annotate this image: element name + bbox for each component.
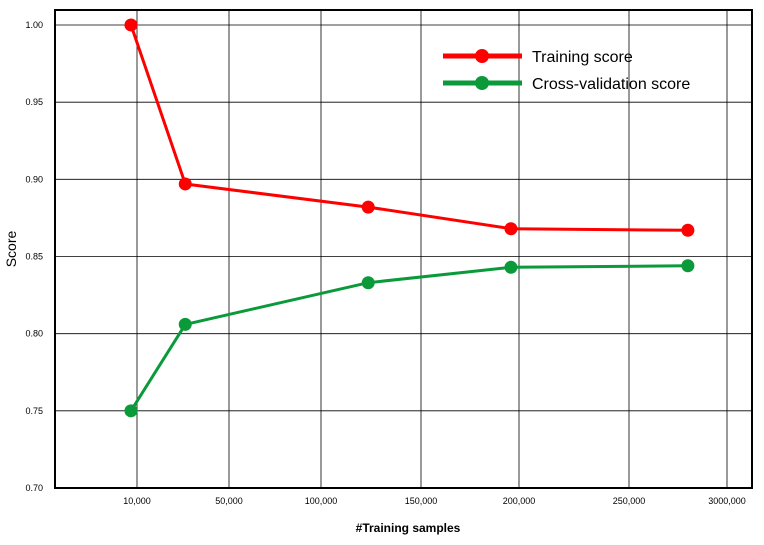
x-tick-label: 100,000	[305, 496, 338, 506]
data-point	[681, 259, 695, 273]
x-axis-label: #Training samples	[356, 521, 461, 535]
y-tick-labels: 0.70 0.75 0.80 0.85 0.90 0.95 1.00	[25, 20, 43, 493]
x-tick-label: 10,000	[123, 496, 151, 506]
legend-marker	[475, 76, 489, 90]
y-tick-label: 0.70	[25, 483, 43, 493]
series-layer	[124, 18, 695, 418]
x-tick-label: 150,000	[405, 496, 438, 506]
data-point	[361, 200, 375, 214]
data-point	[504, 222, 518, 236]
legend-label: Cross-validation score	[532, 76, 690, 93]
data-point	[124, 18, 138, 32]
plot-frame	[54, 9, 753, 489]
legend-item: Training score	[443, 49, 633, 66]
x-tick-labels: 10,000 50,000 100,000 150,000 200,000 250,000…	[123, 496, 746, 506]
x-tick-label: 200,000	[503, 496, 536, 506]
y-tick-label: 0.75	[25, 406, 43, 416]
legend-label: Training score	[532, 49, 633, 66]
grid-lines	[55, 10, 752, 489]
y-tick-label: 0.95	[25, 97, 43, 107]
legend: Training score Cross-validation score	[443, 49, 690, 93]
data-point	[681, 223, 695, 237]
series-cross-validation	[124, 259, 695, 418]
legend-item: Cross-validation score	[443, 76, 690, 93]
data-point	[178, 317, 192, 331]
y-tick-label: 1.00	[25, 20, 43, 30]
series-training	[124, 18, 695, 237]
data-point	[504, 260, 518, 274]
y-tick-label: 0.90	[25, 174, 43, 184]
data-point	[361, 276, 375, 290]
y-tick-label: 0.80	[25, 329, 43, 339]
x-tick-label: 50,000	[215, 496, 243, 506]
legend-marker	[475, 49, 489, 63]
x-tick-label: 3000,000	[708, 496, 746, 506]
data-point	[178, 177, 192, 191]
y-axis-label: Score	[3, 231, 19, 268]
data-point	[124, 404, 138, 418]
x-tick-label: 250,000	[613, 496, 646, 506]
y-tick-label: 0.85	[25, 252, 43, 262]
